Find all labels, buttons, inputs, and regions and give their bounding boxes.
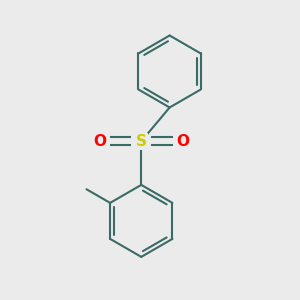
Text: O: O	[176, 134, 189, 149]
Text: O: O	[93, 134, 106, 149]
Text: S: S	[136, 134, 147, 149]
